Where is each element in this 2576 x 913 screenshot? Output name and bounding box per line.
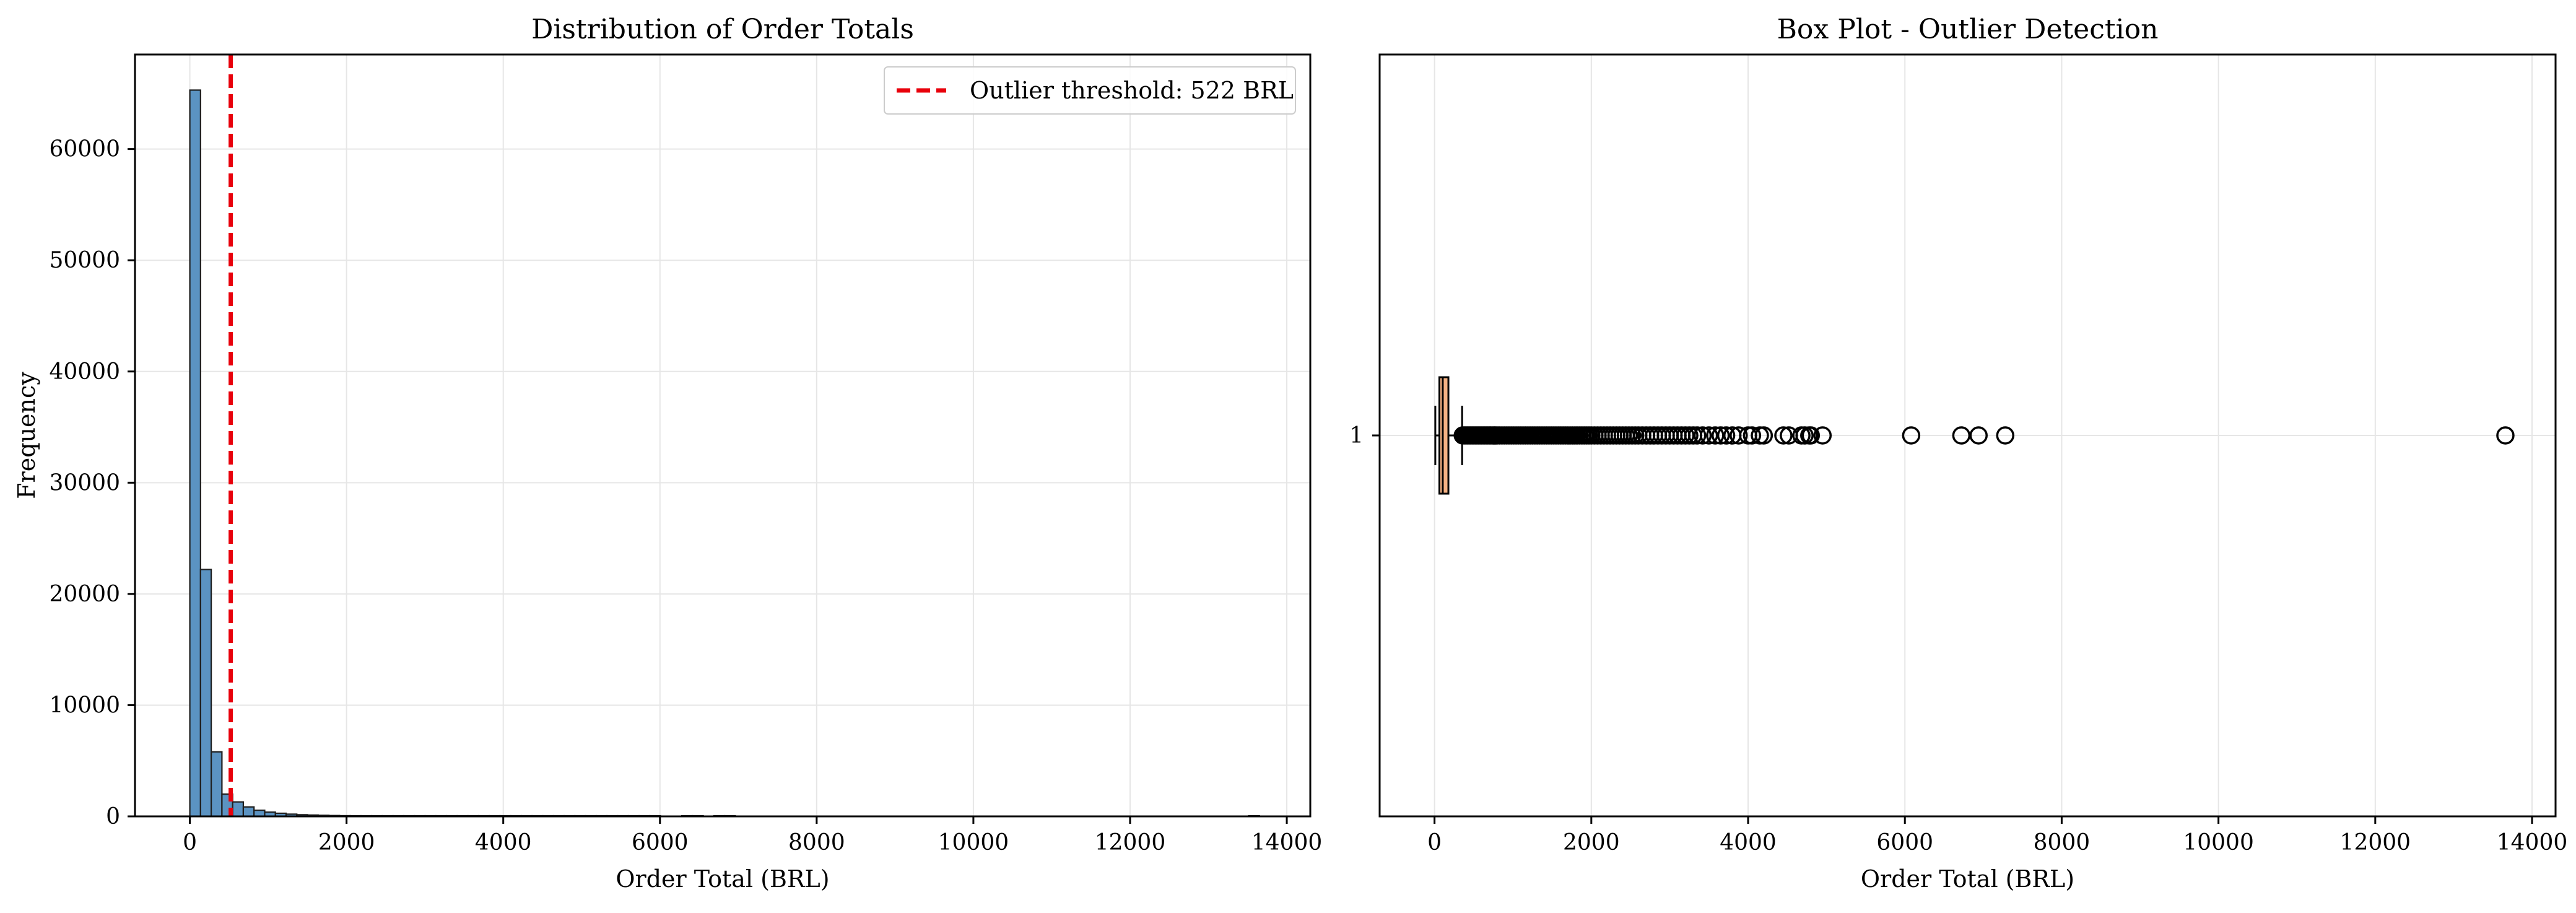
histogram-x-tick-label-3: 6000 xyxy=(632,830,689,855)
boxplot-outlier-112 xyxy=(1952,426,1971,445)
boxplot-outlier-101 xyxy=(1743,426,1762,445)
boxplot-chart: Box Plot - Outlier Detection Order Total… xyxy=(1349,14,2567,893)
histogram-y-axis-label: Frequency xyxy=(13,372,40,499)
boxplot-outlier-99 xyxy=(1730,426,1748,445)
histogram-chart: Distribution of Order Totals Order Total… xyxy=(13,14,1322,893)
boxplot-x-tick-label-4: 8000 xyxy=(2034,830,2091,855)
histogram-x-tick-label-7: 14000 xyxy=(1251,830,1323,855)
boxplot-x-axis-label: Order Total (BRL) xyxy=(1861,865,2074,893)
histogram-bars xyxy=(189,89,1260,818)
boxplot-outlier-95 xyxy=(1706,426,1725,445)
histogram-y-ticks: 0 10000 20000 30000 40000 50000 60000 xyxy=(49,137,135,829)
histogram-x-axis-label: Order Total (BRL) xyxy=(616,865,829,893)
boxplot-outlier-110 xyxy=(1813,426,1832,445)
histogram-bar-1 xyxy=(199,569,212,818)
histogram-legend: Outlier threshold: 522 BRL xyxy=(884,66,1296,115)
histogram-x-tick-label-0: 0 xyxy=(183,830,197,855)
boxplot-outlier-109 xyxy=(1801,426,1821,445)
boxplot-outlier-92 xyxy=(1687,426,1707,445)
histogram-y-tick-label-0: 0 xyxy=(106,804,120,829)
boxplot-outlier-93 xyxy=(1693,426,1712,445)
boxplot-x-ticks: 0 2000 4000 6000 8000 10000 12000 14000 xyxy=(1427,816,2567,855)
boxplot-x-tick-label-3: 6000 xyxy=(1876,830,1933,855)
boxplot-x-tick-label-5: 10000 xyxy=(2183,830,2254,855)
legend-entry-threshold: Outlier threshold: 522 BRL xyxy=(970,77,1294,104)
boxplot-outlier-104 xyxy=(1774,426,1793,445)
boxplot-title: Box Plot - Outlier Detection xyxy=(1777,14,2159,45)
histogram-y-tick-label-4: 40000 xyxy=(49,359,120,385)
histogram-y-tick-label-5: 50000 xyxy=(49,248,120,273)
histogram-bar-4 xyxy=(232,801,245,818)
boxplot-outlier-97 xyxy=(1717,426,1736,445)
boxplot-y-tick-label-0: 1 xyxy=(1349,423,1364,448)
boxplot-x-tick-label-0: 0 xyxy=(1427,830,1442,855)
histogram-axes-frame xyxy=(134,53,1312,818)
histogram-x-tick-label-1: 2000 xyxy=(318,830,375,855)
histogram-y-tick-label-2: 20000 xyxy=(49,582,120,607)
histogram-x-tick-label-2: 4000 xyxy=(475,830,532,855)
histogram-bar-0 xyxy=(189,89,201,818)
boxplot-y-ticks: 1 xyxy=(1349,423,1380,448)
boxplot-outlier-114 xyxy=(1996,426,2015,445)
histogram-y-tick-label-1: 10000 xyxy=(49,692,120,718)
histogram-x-tick-label-5: 10000 xyxy=(938,830,1009,855)
boxplot-outliers xyxy=(1453,426,2515,445)
histogram-title: Distribution of Order Totals xyxy=(531,14,914,45)
boxplot-outlier-107 xyxy=(1795,426,1814,445)
boxplot-x-tick-label-6: 12000 xyxy=(2340,830,2411,855)
boxplot-outlier-96 xyxy=(1711,426,1730,445)
boxplot-outlier-115 xyxy=(2496,426,2515,445)
histogram-y-tick-label-3: 30000 xyxy=(49,470,120,496)
boxplot-outlier-113 xyxy=(1969,426,1988,445)
legend-box xyxy=(884,66,1296,115)
histogram-y-tick-label-6: 60000 xyxy=(49,137,120,162)
boxplot-outlier-103 xyxy=(1754,426,1773,445)
boxplot-x-tick-label-1: 2000 xyxy=(1563,830,1620,855)
histogram-bar-2 xyxy=(211,751,223,818)
histogram-x-tick-label-4: 8000 xyxy=(788,830,845,855)
histogram-x-tick-label-6: 12000 xyxy=(1095,830,1166,855)
boxplot-x-tick-label-2: 4000 xyxy=(1720,830,1777,855)
boxplot-outlier-111 xyxy=(1902,426,1921,445)
boxplot-x-tick-label-7: 14000 xyxy=(2497,830,2568,855)
boxplot-grid xyxy=(1380,55,2556,816)
boxplot-iqr-box xyxy=(1438,376,1450,495)
histogram-grid xyxy=(135,55,1310,817)
histogram-x-ticks: 0 2000 4000 6000 8000 10000 12000 14000 xyxy=(183,816,1322,855)
boxplot-box xyxy=(1434,376,1463,495)
histogram-bar-5 xyxy=(242,806,255,818)
boxplot-outlier-94 xyxy=(1699,426,1718,445)
